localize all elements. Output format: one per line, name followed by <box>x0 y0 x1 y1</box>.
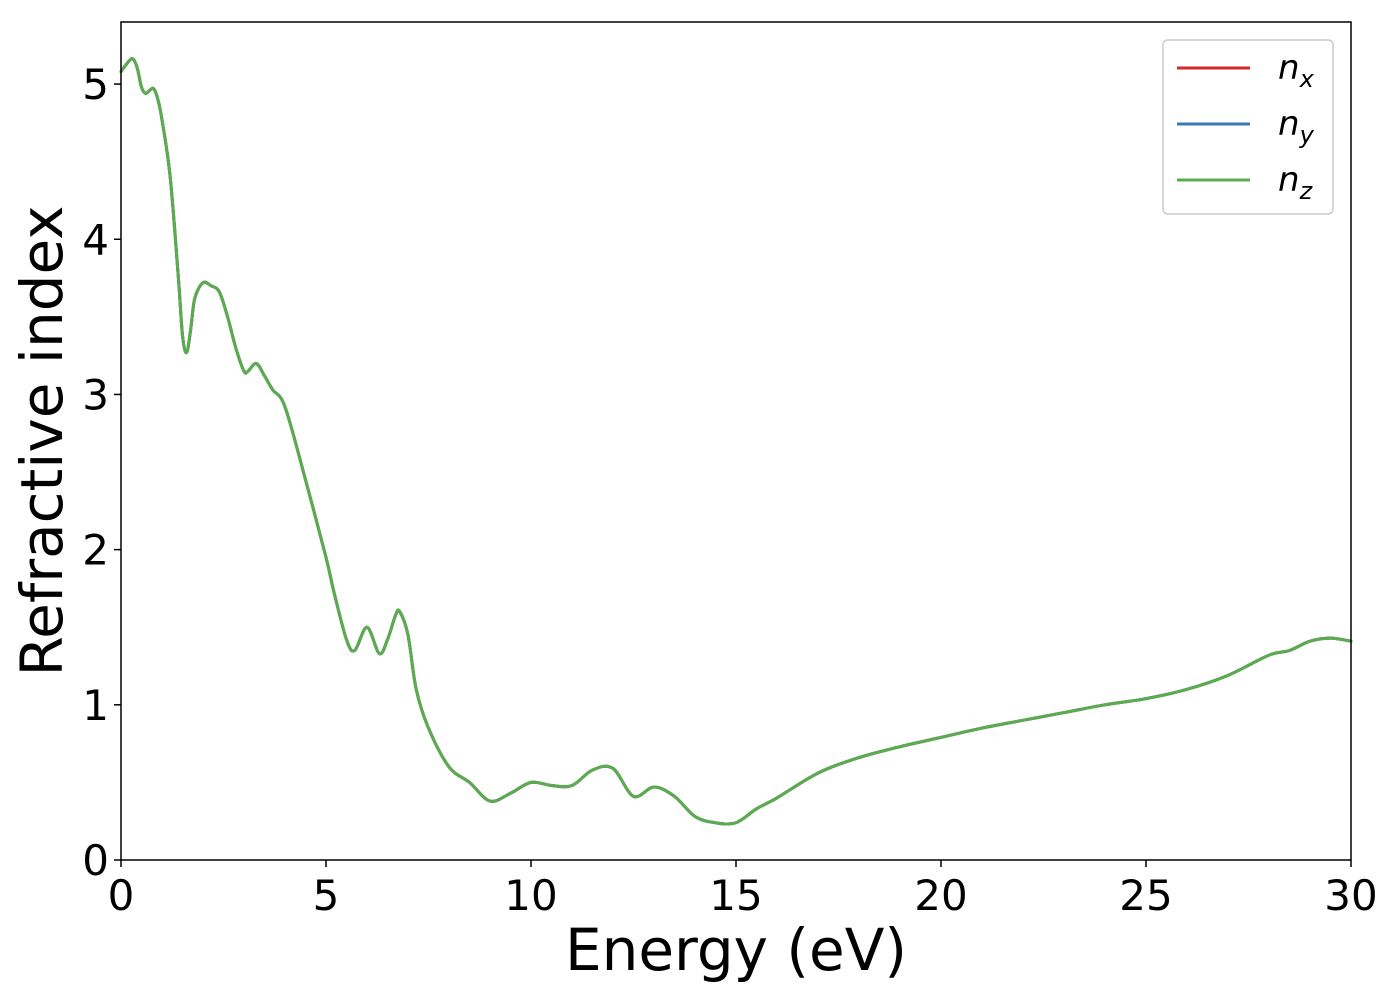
x-axis: 0 5 10 15 20 25 30 <box>108 860 1378 920</box>
plot-background <box>121 22 1351 860</box>
y-axis-title: Refractive index <box>8 205 76 676</box>
x-axis-title: Energy (eV) <box>565 916 907 984</box>
legend-label-subscript: y <box>1299 121 1315 149</box>
legend-box <box>1162 39 1334 215</box>
x-tick-label: 10 <box>504 871 557 920</box>
x-tick-label: 30 <box>1324 871 1377 920</box>
series-layer <box>119 57 1353 826</box>
legend-label-n_x: nx <box>1278 48 1315 93</box>
legend-label-n_y: ny <box>1278 104 1315 149</box>
legend-label-main: n <box>1278 104 1300 144</box>
y-tick-label: 1 <box>82 681 109 730</box>
x-tick-label: 0 <box>108 871 135 920</box>
x-tick-label: 20 <box>914 871 967 920</box>
legend-label-subscript: z <box>1299 177 1314 205</box>
legend-label-main: n <box>1278 160 1300 200</box>
y-axis: 0 1 2 3 4 5 <box>82 60 121 885</box>
y-tick-label: 4 <box>82 215 109 264</box>
series-line-n_z <box>119 57 1353 826</box>
x-tick-label: 25 <box>1119 871 1172 920</box>
legend-label-n_z: nz <box>1278 160 1314 205</box>
legend-label-main: n <box>1278 48 1300 88</box>
x-tick-label: 5 <box>313 871 340 920</box>
y-tick-label: 3 <box>82 370 109 419</box>
y-tick-label: 0 <box>82 836 109 885</box>
y-tick-label: 2 <box>82 526 109 575</box>
x-tick-label: 15 <box>709 871 762 920</box>
legend-label-subscript: x <box>1299 65 1315 93</box>
y-tick-label: 5 <box>82 60 109 109</box>
